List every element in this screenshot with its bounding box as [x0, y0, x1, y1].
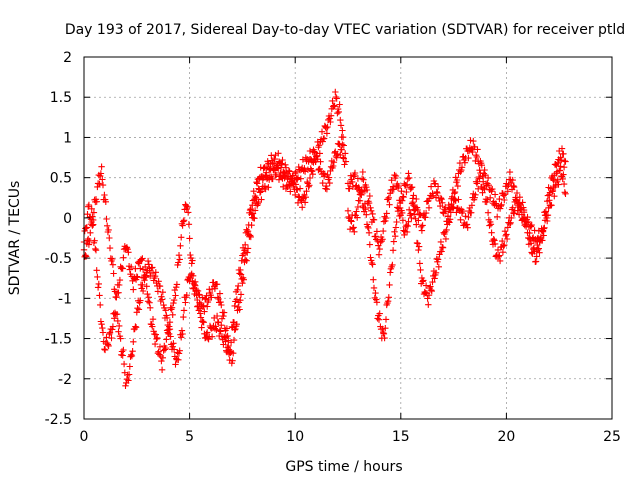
y-tick-label: 1.5 [50, 90, 72, 106]
data-points [80, 88, 569, 389]
y-tick-label: 2 [63, 50, 72, 66]
x-tick-label: 10 [286, 429, 304, 445]
y-tick-label: 0.5 [50, 171, 72, 187]
series-track-c [344, 137, 569, 258]
y-axis-label: SDTVAR / TECUs [7, 181, 23, 296]
series-track-d [344, 145, 569, 342]
series-track-a [80, 88, 347, 373]
plot-frame [83, 56, 613, 420]
x-tick-label: 20 [497, 429, 515, 445]
x-tick-label: 25 [603, 429, 621, 445]
x-axis-label: GPS time / hours [285, 459, 402, 475]
x-tick-label: 0 [80, 429, 89, 445]
x-tick-label: 5 [185, 429, 194, 445]
chart-title: Day 193 of 2017, Sidereal Day-to-day VTE… [65, 22, 625, 38]
y-tick-label: 0 [63, 211, 72, 227]
y-tick-label: -2 [58, 372, 72, 388]
data-point-markers [344, 137, 569, 258]
y-tick-label: -0.5 [45, 251, 72, 267]
data-point-markers [344, 145, 569, 342]
y-tick-label: -1 [58, 291, 72, 307]
x-tick-label: 15 [392, 429, 410, 445]
y-tick-label: -2.5 [45, 412, 72, 428]
data-point-markers [80, 88, 347, 373]
y-tick-label: -1.5 [45, 332, 72, 348]
axis-ticks: 0 5 10 15 20 25 -2.5 -2 -1.5 -1 -0.5 0 0.5 1 1.5 2 [45, 50, 621, 445]
y-tick-label: 1 [63, 130, 72, 146]
